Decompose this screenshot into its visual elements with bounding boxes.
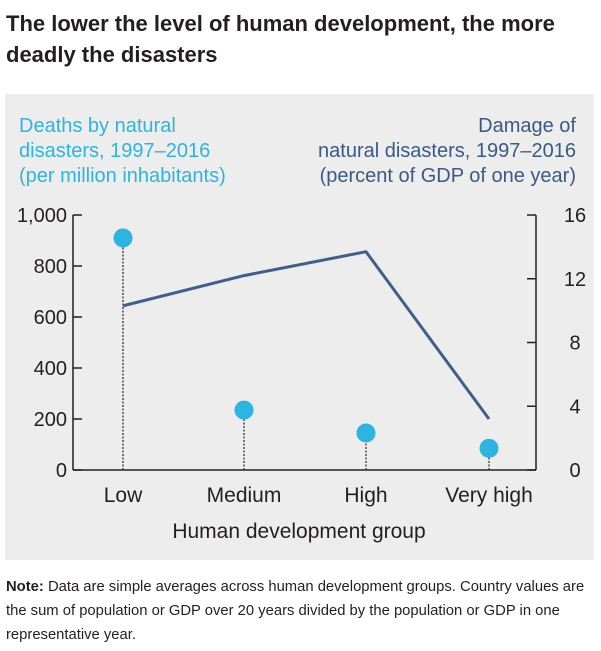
note-text: Data are simple averages across human de… [6,579,585,643]
x-axis-title: Human development group [172,520,425,543]
right-axis-label-line: (percent of GDP of one year) [320,165,576,187]
x-category-label: Medium [207,484,282,507]
right-axis-label: Damage of natural disasters, 1997–2016 (pe… [318,115,576,187]
left-tick-label: 400 [34,358,67,380]
left-tick-label: 600 [34,307,67,329]
right-axis-label-line: natural disasters, 1997–2016 [318,140,576,162]
deaths-point [234,400,254,420]
left-tick-label: 200 [34,409,67,431]
x-category-label: Very high [445,484,533,507]
axes [72,215,537,471]
damage-series [122,250,491,420]
x-axis-categories: Low Medium High Very high [104,484,533,507]
chart-panel: Deaths by natural disasters, 1997–2016 (pe… [5,94,594,560]
chart-title: The lower the level of human development… [6,11,555,67]
left-tick-label: 0 [56,460,67,482]
deaths-point [113,228,133,248]
right-tick-label: 8 [569,333,580,355]
left-tick-label: 800 [34,256,67,278]
right-tick-label: 12 [564,269,586,291]
chart-svg: Deaths by natural disasters, 1997–2016 (pe… [17,115,586,543]
left-tick-label: 1,000 [17,205,67,227]
deaths-point [479,438,499,458]
right-tick-label: 0 [569,460,580,482]
x-category-label: Low [104,484,143,507]
damage-line [122,250,491,420]
left-axis-label-line: (per million inhabitants) [19,165,226,187]
left-axis-ticks: 1,000 800 600 400 200 0 [17,205,82,482]
deaths-point [356,423,376,443]
left-axis-label-line: disasters, 1997–2016 [19,140,210,162]
footnote: Note: Data are simple averages across hu… [6,575,596,647]
right-axis-label-line: Damage of [478,115,576,137]
left-axis-label-line: Deaths by natural [19,115,176,137]
right-axis-ticks: 16 12 8 4 0 [527,205,586,482]
note-label: Note: [6,579,44,595]
left-axis-label: Deaths by natural disasters, 1997–2016 (pe… [19,115,226,187]
deaths-series [113,228,499,470]
right-tick-label: 16 [564,205,586,227]
right-tick-label: 4 [569,396,580,418]
x-category-label: High [344,484,387,507]
